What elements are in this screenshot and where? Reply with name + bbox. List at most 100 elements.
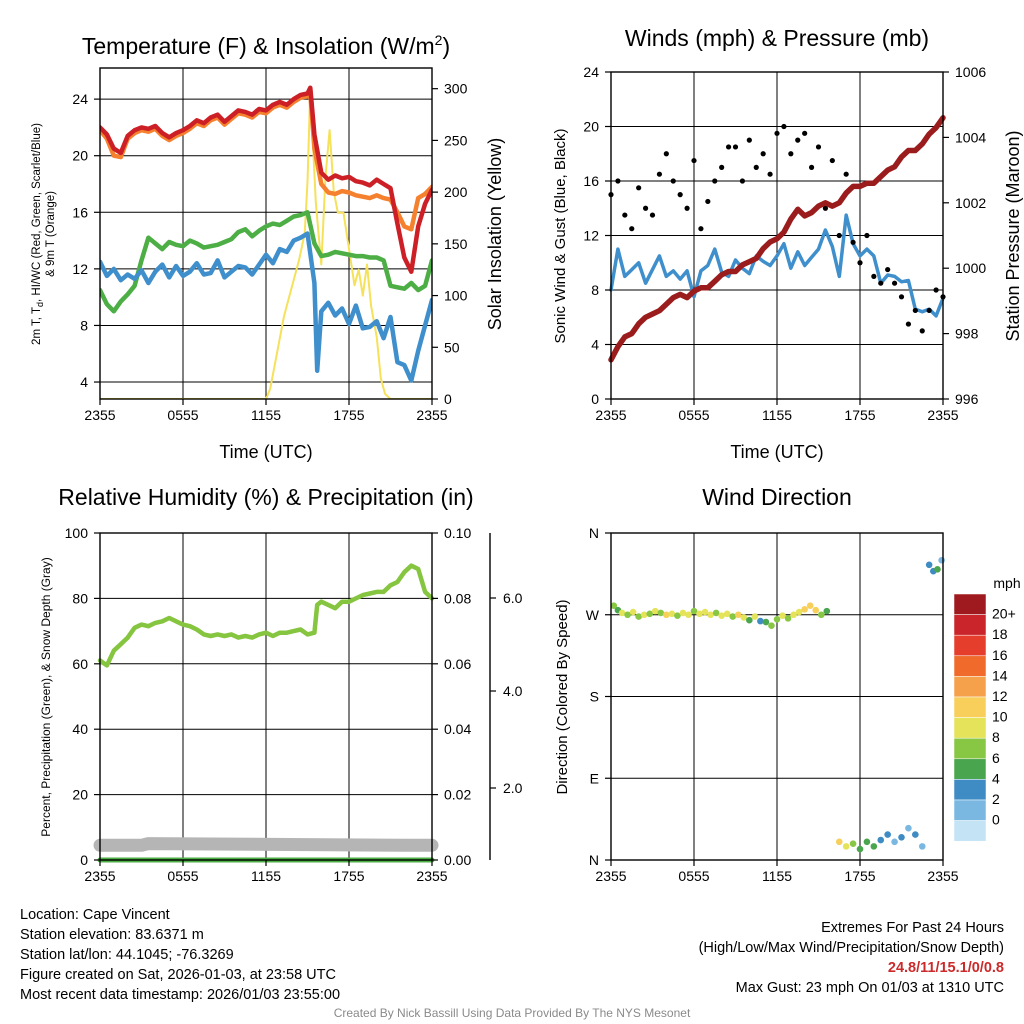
temp-series-group [100, 85, 432, 399]
direction-point [768, 622, 775, 629]
rh-y2tick-label: 0.00 [444, 852, 471, 868]
created-text: Figure created on Sat, 2026-01-03, at 23… [20, 967, 336, 983]
temp-ylabel-sub: d [35, 302, 45, 307]
gust-point [615, 178, 621, 184]
credit-text: Created By Nick Bassill Using Data Provi… [333, 1006, 691, 1020]
direction-point [646, 610, 654, 618]
direction-point [795, 608, 803, 616]
extremes-values: 24.8/11/15.1/0/0.8 [887, 960, 1004, 976]
temp-xtick-label: 2355 [84, 407, 115, 423]
direction-point [870, 843, 878, 850]
direction-point [835, 838, 843, 846]
gust-point [691, 157, 697, 164]
gust-point [753, 164, 759, 170]
direction-point [723, 610, 731, 618]
station-info: Location: Cape Vincent Station elevation… [20, 905, 340, 1005]
dir-ytick-label: N [589, 525, 599, 541]
direction-point [918, 843, 926, 850]
temp-title-sup: 2 [435, 32, 443, 48]
direction-point [863, 838, 871, 846]
rh-ytick-label: 40 [72, 721, 88, 737]
wind-ytick-label: 4 [591, 337, 599, 353]
direction-point [842, 843, 850, 850]
wind-y2tick-label: 1006 [955, 64, 986, 80]
direction-point [751, 613, 759, 620]
legend-title: mph [993, 575, 1020, 591]
direction-point [618, 609, 626, 617]
wind-y2label: Station Pressure (Maroon) [1003, 130, 1023, 341]
dir-ylabel: Direction (Colored By Speed) [554, 599, 571, 794]
rh-ytick-label: 60 [72, 656, 88, 672]
wind-xtick-label: 0555 [678, 407, 709, 423]
temp-ylabel: 2m T, Td, HI/WC (Red, Green, Scarlet/Blu… [31, 123, 57, 345]
direction-point [790, 611, 797, 619]
direction-point [938, 556, 945, 564]
extremes-title: Extremes For Past 24 Hours [821, 920, 1004, 936]
temp-y2label-text: Solar Insolation (Yellow) [485, 138, 505, 330]
temp-ylabel-end: , HI/WC (Red, Green, Scarlet/Blue) [31, 123, 43, 302]
gust-point [898, 294, 905, 300]
series-station-pressure [608, 115, 946, 363]
wind-ylabel: Sonic Wind & Gust (Blue, Black) [552, 128, 569, 343]
gust-point [677, 192, 683, 198]
legend-swatch [953, 696, 987, 718]
series-2m-t [100, 85, 432, 274]
legend-label: 12 [992, 688, 1008, 704]
gust-point [829, 157, 835, 164]
wind-ytick-label: 24 [583, 64, 599, 80]
gust-point [746, 137, 752, 143]
temp-y2tick-label: 300 [444, 81, 468, 97]
direction-point [762, 618, 770, 626]
direction-point [640, 611, 648, 619]
rh-y2tick-label: 0.02 [444, 787, 471, 803]
direction-point [773, 615, 781, 623]
gust-point [739, 178, 746, 184]
wind-xtick-label: 1155 [762, 407, 792, 423]
gust-point [622, 212, 628, 218]
gust-point [774, 130, 780, 136]
gust-point [656, 171, 663, 177]
chart-panel-2: 2355 0555 1155 1755 235504812162024996998100… [552, 25, 1023, 462]
legend-label: 10 [992, 709, 1008, 725]
temp-xtick-label: 0555 [167, 407, 198, 423]
legend-swatch [953, 779, 987, 801]
elevation-text: Station elevation: 83.6371 m [20, 927, 204, 943]
direction-point [779, 612, 786, 619]
rh-y2tick-label: 0.04 [444, 721, 471, 737]
gust-point [864, 232, 870, 239]
gust-point [629, 226, 635, 232]
temp-ytick-label: 8 [80, 317, 88, 333]
temp-ylabel-line1: 2m T, Td, HI/WC (Red, Green, Scarlet/Blu… [31, 123, 45, 345]
legend-swatch [953, 655, 987, 677]
temp-ytick-label: 20 [72, 148, 88, 164]
gust-point [822, 205, 829, 211]
rh-y3tick-label: 6.0 [503, 590, 523, 606]
gust-point [878, 280, 884, 286]
gust-point [670, 178, 676, 184]
direction-point [610, 602, 618, 609]
rh-xtick-label: 2355 [416, 868, 447, 884]
temp-y2label: Solar Insolation (Yellow) [485, 138, 505, 330]
direction-point [657, 609, 665, 617]
legend-label: 16 [992, 647, 1008, 663]
temp-xtick-label: 1155 [251, 407, 281, 423]
direction-point [674, 612, 681, 619]
rh-ytick-label: 0 [80, 852, 88, 868]
wind-ytick-label: 20 [583, 119, 599, 135]
legend-swatch [953, 799, 987, 821]
series-snow-depth [93, 837, 439, 852]
legend-swatch [953, 676, 987, 698]
gust-point [808, 164, 815, 170]
gust-point [698, 226, 704, 232]
rh-xtick-label: 0555 [167, 868, 198, 884]
gust-point [788, 151, 794, 157]
direction-point [707, 611, 714, 619]
rh-y2tick-label: 0.10 [444, 525, 471, 541]
temp-y2tick-label: 50 [444, 339, 460, 355]
gust-point [891, 280, 898, 286]
rh-y2tick-label: 0.06 [444, 656, 471, 672]
wind-xtick-label: 2355 [595, 407, 626, 423]
series-hi-wc [100, 231, 432, 383]
dir-xtick-label: 2355 [595, 868, 626, 884]
